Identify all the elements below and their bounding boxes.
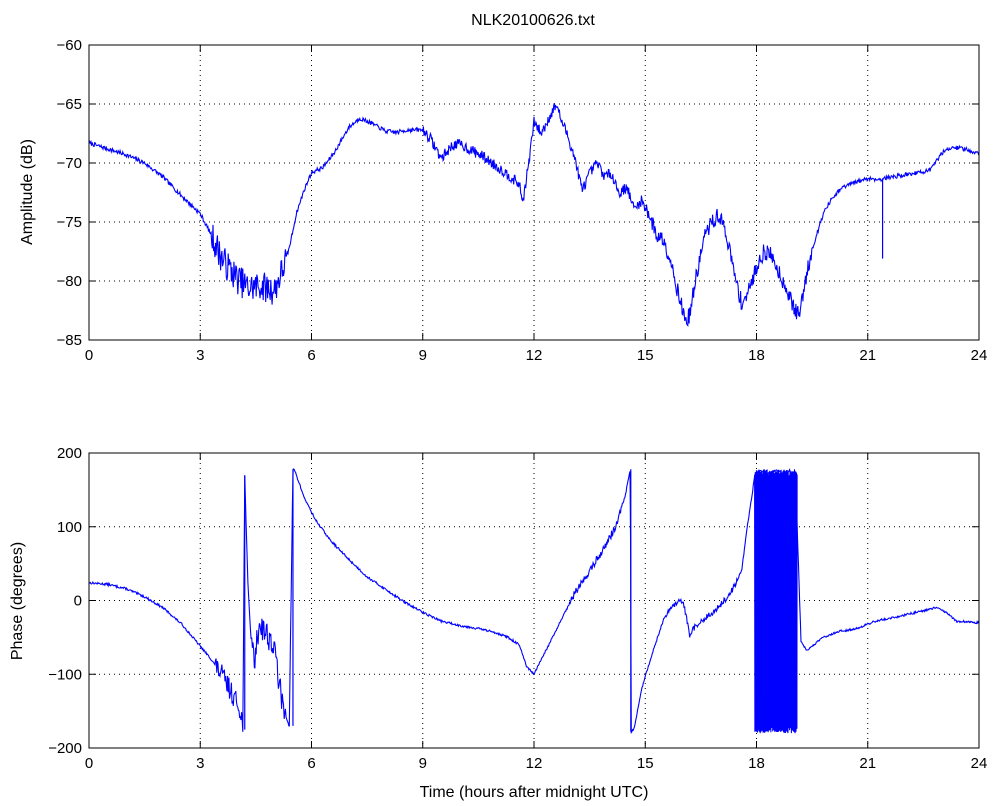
y-tick-label: −85 (57, 332, 82, 349)
y-tick-label: −80 (57, 273, 82, 290)
x-tick-label: 3 (196, 755, 204, 772)
x-tick-label: 24 (971, 755, 988, 772)
x-tick-label: 3 (196, 347, 204, 364)
x-tick-label: 6 (307, 755, 315, 772)
series-group (89, 468, 979, 734)
y-tick-label: 200 (57, 445, 82, 462)
y-tick-label: −200 (48, 740, 82, 757)
x-tick-label: 21 (859, 347, 876, 364)
series-group (89, 102, 979, 327)
y-tick-label: −60 (57, 37, 82, 54)
chart-title: NLK20100626.txt (471, 12, 595, 29)
y-tick-label: 0 (74, 593, 82, 610)
x-tick-label: 21 (859, 755, 876, 772)
x-tick-label: 0 (85, 755, 93, 772)
phase-y-axis-label: Phase (degrees) (9, 542, 26, 660)
phase-ticks: 0 3 6 9 12 15 18 21 24 200 100 0 −100 −200 (48, 445, 987, 772)
x-tick-label: 18 (748, 347, 765, 364)
x-tick-label: 18 (748, 755, 765, 772)
phase-x-axis-label: Time (hours after midnight UTC) (420, 784, 649, 801)
amplitude-panel: 0 3 6 9 12 15 18 21 24 −60 −65 −70 −75 −80 −85 Amplitu… (19, 37, 987, 364)
x-tick-label: 15 (637, 755, 654, 772)
amplitude-series-line (89, 102, 979, 327)
x-tick-label: 15 (637, 347, 654, 364)
y-tick-label: −100 (48, 666, 82, 683)
phase-plot-area (89, 468, 979, 734)
phase-wrap-block (754, 469, 798, 734)
x-tick-label: 24 (971, 347, 988, 364)
y-tick-label: −65 (57, 96, 82, 113)
phase-series-line (89, 468, 979, 734)
x-tick-label: 9 (419, 347, 427, 364)
amplitude-ticks: 0 3 6 9 12 15 18 21 24 −60 −65 −70 −75 −80 −85 (57, 37, 988, 364)
x-tick-label: 9 (419, 755, 427, 772)
x-tick-label: 0 (85, 347, 93, 364)
x-tick-label: 6 (307, 347, 315, 364)
y-tick-label: −75 (57, 214, 82, 231)
amplitude-plot-area (89, 102, 979, 327)
amplitude-y-axis-label: Amplitude (dB) (19, 139, 36, 245)
y-tick-label: −70 (57, 155, 82, 172)
phase-panel: 0 3 6 9 12 15 18 21 24 200 100 0 −100 −200 Phase (deg… (9, 445, 987, 801)
x-tick-label: 12 (526, 347, 543, 364)
x-tick-label: 12 (526, 755, 543, 772)
amplitude-grid (89, 45, 979, 340)
y-tick-label: 100 (57, 519, 82, 536)
